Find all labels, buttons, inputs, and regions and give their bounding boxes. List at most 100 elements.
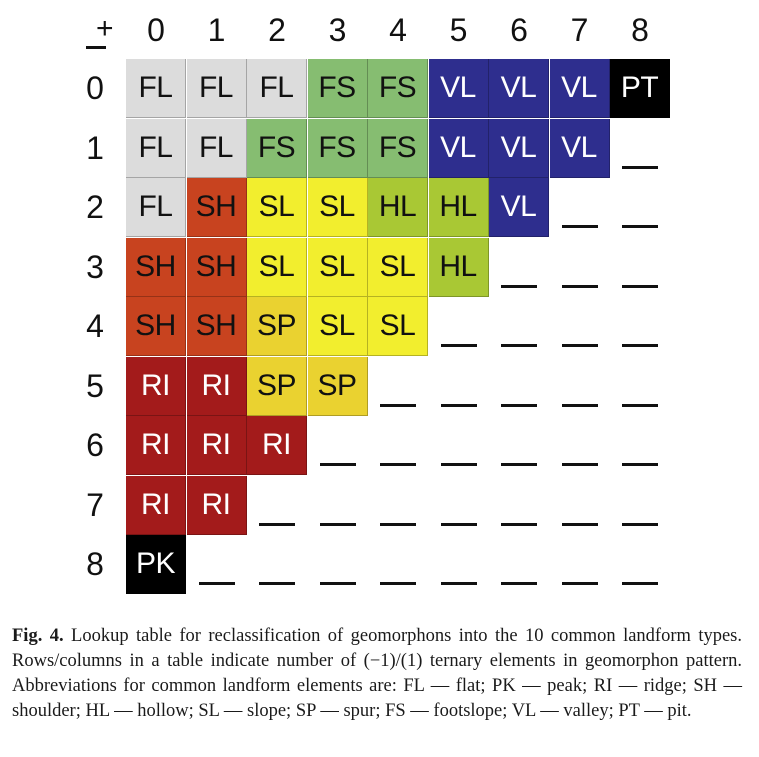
empty-cell-dash bbox=[561, 463, 598, 466]
caption-text: Lookup table for reclassification of geo… bbox=[12, 626, 742, 721]
empty-cell-dash bbox=[622, 522, 658, 526]
empty-cell-dash bbox=[380, 403, 416, 407]
row-header-7: 7 bbox=[86, 486, 104, 523]
table-cell-pk: PK bbox=[126, 535, 186, 594]
column-header-8: 8 bbox=[631, 12, 649, 48]
caption-label: Fig. 4. bbox=[12, 626, 64, 646]
row-header-4: 4 bbox=[86, 308, 104, 344]
row-header-8: 8 bbox=[86, 546, 104, 582]
table-cell-vl: VL bbox=[549, 59, 610, 118]
empty-cell-dash bbox=[622, 403, 658, 407]
table-cell-vl: VL bbox=[489, 118, 549, 178]
empty-cell-dash bbox=[561, 284, 598, 288]
table-cell-ri: RI bbox=[126, 475, 186, 535]
table-cell-vl: VL bbox=[489, 59, 549, 118]
lookup-table-figure: + 0 1 2 3 4 5 6 7 8 0 1 2 3 4 5 6 7 8 FL FL FL FS FS VL VL VL PT FL… bbox=[86, 12, 670, 594]
empty-cell-dash bbox=[440, 463, 477, 466]
empty-cell-dash bbox=[380, 522, 416, 526]
empty-cell-dash bbox=[561, 344, 598, 347]
empty-cell-dash bbox=[440, 344, 477, 347]
table-cell-sh: SH bbox=[126, 297, 186, 356]
column-header-6: 6 bbox=[510, 12, 528, 48]
table-cell-fl: FL bbox=[126, 178, 186, 237]
table-cell-fl: FL bbox=[186, 59, 247, 118]
column-header-7: 7 bbox=[570, 12, 589, 48]
empty-cell-dash bbox=[319, 463, 356, 466]
empty-cell-dash bbox=[380, 463, 416, 466]
empty-cell-dash bbox=[622, 165, 658, 169]
table-cell-hl: HL bbox=[368, 178, 428, 237]
table-cell-sh: SH bbox=[186, 297, 247, 356]
empty-cell-dash bbox=[561, 582, 598, 585]
table-cell-fs: FS bbox=[307, 59, 368, 118]
plus-sign: + bbox=[96, 12, 114, 45]
empty-cell-dash bbox=[319, 582, 356, 585]
table-cell-vl: VL bbox=[549, 118, 610, 178]
column-header-4: 4 bbox=[389, 12, 407, 48]
row-header-6: 6 bbox=[86, 427, 104, 463]
table-cell-fl: FL bbox=[126, 118, 186, 178]
empty-cell-dash bbox=[259, 522, 295, 526]
empty-cell-dash bbox=[622, 463, 658, 466]
table-cell-fl: FL bbox=[186, 118, 247, 178]
column-header-2: 2 bbox=[268, 12, 286, 48]
empty-cell-dash bbox=[380, 582, 416, 585]
table-cell-sp: SP bbox=[307, 356, 368, 416]
empty-cell-dash bbox=[440, 522, 477, 526]
table-cell-fl: FL bbox=[247, 59, 307, 118]
empty-cell-dash bbox=[561, 225, 598, 228]
table-cell-sl: SL bbox=[307, 237, 368, 297]
empty-cell-dash bbox=[622, 582, 658, 585]
empty-cell-dash bbox=[259, 582, 295, 585]
table-cell-sl: SL bbox=[368, 237, 428, 297]
table-cell-sl: SL bbox=[307, 178, 368, 237]
table-cell-pt: PT bbox=[610, 59, 670, 118]
table-cell-fs: FS bbox=[307, 118, 368, 178]
table-cell-ri: RI bbox=[247, 416, 307, 475]
table-cell-sp: SP bbox=[247, 356, 307, 416]
table-cell-ri: RI bbox=[186, 475, 247, 535]
empty-cell-dash bbox=[561, 522, 598, 526]
row-header-0: 0 bbox=[86, 70, 104, 106]
table-cell-sl: SL bbox=[247, 237, 307, 297]
table-cell-fs: FS bbox=[368, 118, 428, 178]
empty-cell-dash bbox=[622, 284, 658, 288]
table-cell-ri: RI bbox=[126, 416, 186, 475]
table-cell-vl: VL bbox=[489, 178, 549, 237]
column-header-3: 3 bbox=[328, 12, 347, 48]
table-cell-fs: FS bbox=[247, 118, 307, 178]
table-cell-sh: SH bbox=[126, 237, 186, 297]
figure-caption: Fig. 4. Lookup table for reclassificatio… bbox=[12, 624, 742, 724]
empty-cell-dash bbox=[440, 582, 477, 585]
row-header-1: 1 bbox=[86, 129, 104, 166]
empty-cell-dash bbox=[501, 463, 537, 466]
empty-cell-dash bbox=[622, 344, 658, 347]
table-cell-ri: RI bbox=[186, 356, 247, 416]
row-header-5: 5 bbox=[86, 367, 104, 404]
empty-cell-dash bbox=[561, 403, 598, 407]
table-cell-sp: SP bbox=[247, 297, 307, 356]
table-cell-sh: SH bbox=[186, 237, 247, 297]
table-cell-vl: VL bbox=[428, 59, 489, 118]
table-cell-sh: SH bbox=[186, 178, 247, 237]
empty-cell-dash bbox=[501, 522, 537, 526]
empty-cell-dash bbox=[440, 403, 477, 407]
table-cell-ri: RI bbox=[126, 356, 186, 416]
table-cell-sl: SL bbox=[368, 297, 428, 356]
table-cell-fl: FL bbox=[126, 59, 186, 118]
table-cell-ri: RI bbox=[186, 416, 247, 475]
table-cell-sl: SL bbox=[307, 297, 368, 356]
table-cell-vl: VL bbox=[428, 118, 489, 178]
minus-sign bbox=[86, 46, 106, 49]
empty-cell-dash bbox=[501, 403, 537, 407]
column-header-1: 1 bbox=[207, 12, 226, 48]
column-header-5: 5 bbox=[449, 12, 468, 48]
empty-cell-dash bbox=[501, 284, 537, 288]
table-cell-hl: HL bbox=[428, 237, 489, 297]
empty-cell-dash bbox=[622, 225, 658, 228]
empty-cell-dash bbox=[198, 582, 235, 585]
empty-cell-dash bbox=[501, 344, 537, 347]
table-cell-sl: SL bbox=[247, 178, 307, 237]
table-cell-hl: HL bbox=[428, 178, 489, 237]
empty-cell-dash bbox=[501, 582, 537, 585]
